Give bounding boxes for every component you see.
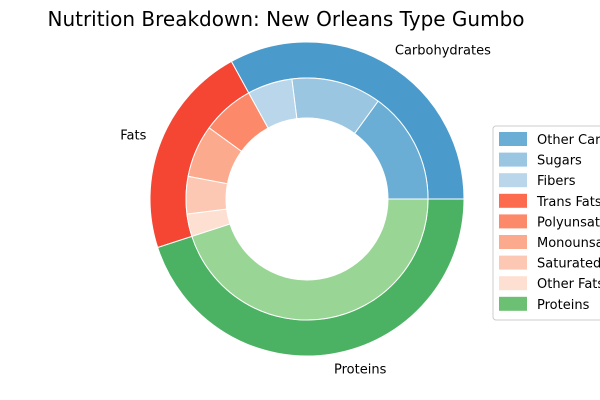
legend-label-other-fats: Other Fats xyxy=(537,277,600,292)
legend-swatch-trans-fats xyxy=(499,193,527,208)
legend-label-proteins: Proteins xyxy=(537,298,590,313)
legend-swatch-proteins xyxy=(499,296,527,311)
legend: Other Carbohydrates Sugars Fibers Trans Fat… xyxy=(492,125,600,321)
outer-label-proteins: Proteins xyxy=(334,363,387,378)
inner-ring xyxy=(185,77,429,321)
inner-slice-proteins xyxy=(191,198,429,321)
legend-swatch-monounsaturated-fats xyxy=(499,235,527,249)
legend-label-other-carbohydrates: Other Carbohydrates xyxy=(537,133,600,148)
legend-label-sugars: Sugars xyxy=(537,154,582,169)
outer-label-carbohydrates: Carbohydrates xyxy=(395,43,491,58)
legend-label-trans-fats: Trans Fats xyxy=(536,195,600,210)
legend-swatch-other-carbohydrates xyxy=(499,132,527,146)
legend-label-polyunsaturated-fats: Polyunsaturated Fats xyxy=(537,215,600,230)
legend-swatch-polyunsaturated-fats xyxy=(499,214,527,229)
outer-label-fats: Fats xyxy=(120,128,146,143)
legend-swatch-saturated-fats xyxy=(499,255,527,270)
legend-label-fibers: Fibers xyxy=(537,174,576,189)
legend-swatch-other-fats xyxy=(499,276,527,291)
outer-ring-labels: Carbohydrates Fats Proteins xyxy=(120,43,491,377)
legend-label-monounsaturated-fats: Monounsaturated Fats xyxy=(537,236,600,251)
legend-swatch-sugars xyxy=(499,152,527,167)
chart-title: Nutrition Breakdown: New Orleans Type Gu… xyxy=(47,7,524,31)
legend-label-saturated-fats: Saturated Fats xyxy=(537,257,600,272)
legend-swatch-fibers xyxy=(499,173,527,188)
